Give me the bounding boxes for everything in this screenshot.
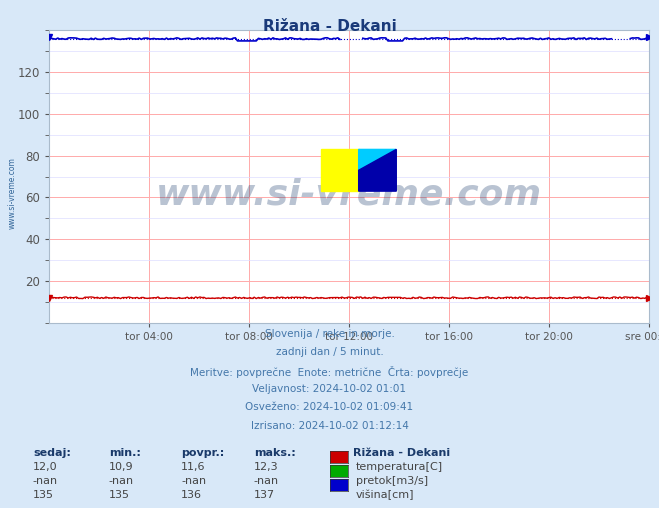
Text: Veljavnost: 2024-10-02 01:01: Veljavnost: 2024-10-02 01:01 bbox=[252, 384, 407, 394]
Text: Osveženo: 2024-10-02 01:09:41: Osveženo: 2024-10-02 01:09:41 bbox=[245, 402, 414, 412]
Text: 12,0: 12,0 bbox=[33, 462, 57, 472]
Text: -nan: -nan bbox=[181, 476, 206, 486]
Text: povpr.:: povpr.: bbox=[181, 448, 225, 458]
Text: pretok[m3/s]: pretok[m3/s] bbox=[356, 476, 428, 486]
Text: 137: 137 bbox=[254, 490, 275, 500]
Text: 135: 135 bbox=[109, 490, 130, 500]
Text: min.:: min.: bbox=[109, 448, 140, 458]
Text: 10,9: 10,9 bbox=[109, 462, 133, 472]
Text: 12,3: 12,3 bbox=[254, 462, 278, 472]
Text: Izrisano: 2024-10-02 01:12:14: Izrisano: 2024-10-02 01:12:14 bbox=[250, 421, 409, 431]
Polygon shape bbox=[358, 149, 396, 170]
Text: www.si-vreme.com: www.si-vreme.com bbox=[156, 177, 542, 211]
Text: Rižana - Dekani: Rižana - Dekani bbox=[263, 19, 396, 35]
Text: 136: 136 bbox=[181, 490, 202, 500]
Text: maks.:: maks.: bbox=[254, 448, 295, 458]
Text: višina[cm]: višina[cm] bbox=[356, 490, 415, 500]
Text: -nan: -nan bbox=[254, 476, 279, 486]
Text: Rižana - Dekani: Rižana - Dekani bbox=[353, 448, 449, 458]
Text: sedaj:: sedaj: bbox=[33, 448, 71, 458]
Text: 135: 135 bbox=[33, 490, 54, 500]
Text: -nan: -nan bbox=[109, 476, 134, 486]
Polygon shape bbox=[358, 149, 396, 191]
Bar bbox=[321, 149, 358, 191]
Text: www.si-vreme.com: www.si-vreme.com bbox=[8, 157, 17, 229]
Text: zadnji dan / 5 minut.: zadnji dan / 5 minut. bbox=[275, 347, 384, 358]
Text: Meritve: povprečne  Enote: metrične  Črta: povprečje: Meritve: povprečne Enote: metrične Črta:… bbox=[190, 366, 469, 378]
Text: Slovenija / reke in morje.: Slovenija / reke in morje. bbox=[264, 329, 395, 339]
Text: temperatura[C]: temperatura[C] bbox=[356, 462, 443, 472]
Text: 11,6: 11,6 bbox=[181, 462, 206, 472]
Text: -nan: -nan bbox=[33, 476, 58, 486]
